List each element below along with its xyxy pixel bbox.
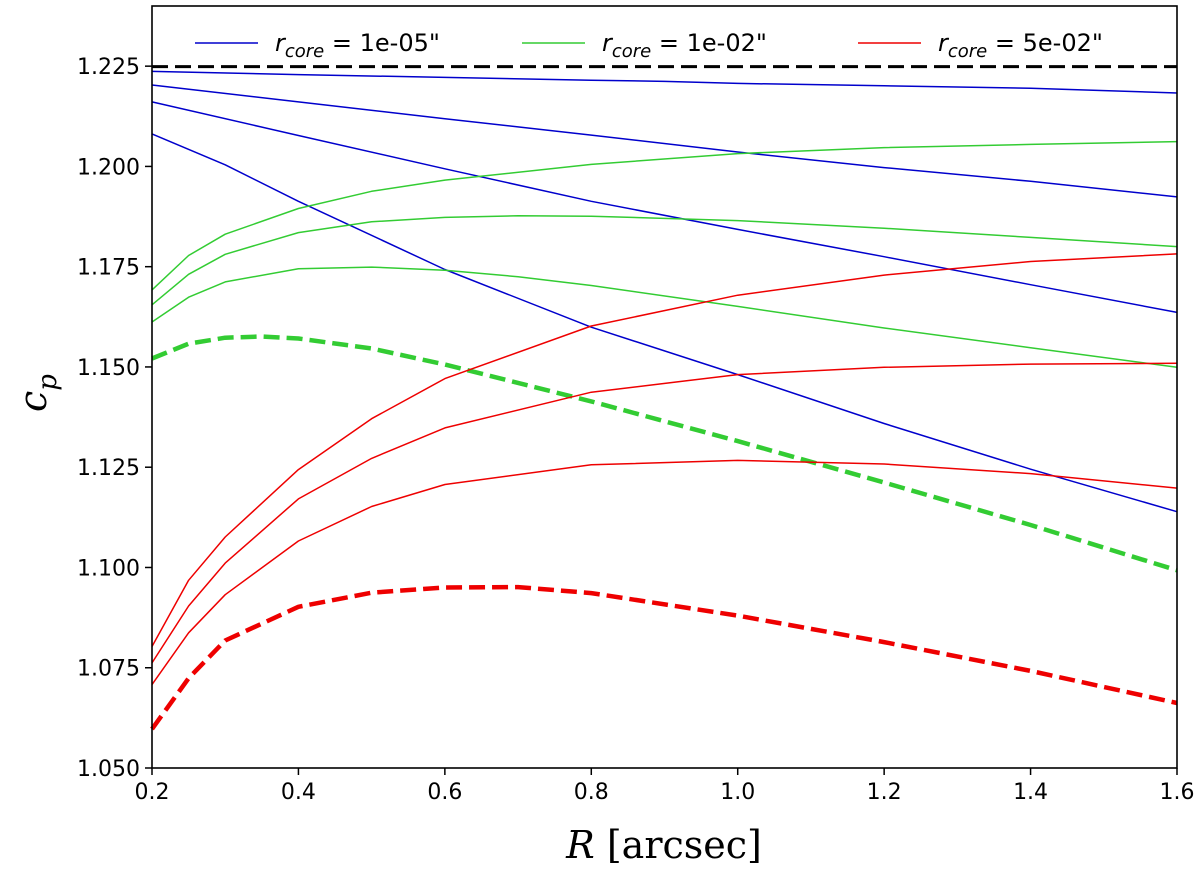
series-line-11: [151, 459, 1178, 686]
series-line-3: [151, 101, 1178, 314]
series-line-1: [151, 70, 1178, 94]
x-tick-label: 0.2: [135, 780, 170, 805]
series-line-9: [151, 253, 1178, 647]
legend-entry-3: rcore = 5e-02": [858, 29, 1103, 62]
legend: rcore = 1e-05" rcore = 1e-02" rcore = 5e-0…: [195, 29, 1103, 62]
x-tick-label: 1.0: [720, 780, 755, 805]
x-axis-label-var: R: [565, 823, 595, 867]
plot-frame: [151, 5, 1178, 769]
y-tick-label: 1.150: [77, 356, 140, 381]
y-tick-label: 1.125: [77, 456, 140, 481]
y-tick-label: 1.200: [77, 155, 140, 180]
series-line-2: [151, 84, 1178, 198]
x-tick-label: 0.6: [427, 780, 462, 805]
series-line-4: [151, 133, 1178, 513]
y-tick-label: 1.100: [77, 556, 140, 581]
legend-entry-2: rcore = 1e-02": [522, 29, 767, 62]
x-tick-label: 0.4: [281, 780, 316, 805]
y-axis-label: cp: [11, 374, 63, 412]
series-line-10: [151, 362, 1178, 664]
legend-label: rcore = 1e-02": [602, 29, 767, 62]
x-tick-label: 1.4: [1013, 780, 1048, 805]
y-axis-label-base: c: [11, 391, 55, 412]
series-line-12: [150, 584, 1178, 731]
series-line-7: [151, 266, 1178, 369]
series-layer: [150, 65, 1178, 731]
series-line-5: [151, 140, 1178, 291]
x-axis-label: R [arcsec]: [565, 823, 762, 867]
y-tick-label: 1.050: [77, 757, 140, 782]
x-tick-label: 0.8: [574, 780, 609, 805]
ticks-layer: 0.2 0.4 0.6 0.8 1.0 1.2 1.4 1.6 1.050 1.075 1.100 1…: [77, 55, 1194, 805]
legend-label: rcore = 5e-02": [938, 29, 1103, 62]
x-tick-label: 1.2: [867, 780, 902, 805]
y-axis-label-sub: p: [33, 374, 63, 391]
legend-label: rcore = 1e-05": [275, 29, 440, 62]
x-tick-label: 1.6: [1160, 780, 1195, 805]
y-tick-label: 1.225: [77, 55, 140, 80]
y-tick-label: 1.075: [77, 657, 140, 682]
series-line-8: [151, 334, 1178, 573]
series-line-6: [151, 215, 1178, 306]
y-tick-label: 1.175: [77, 256, 140, 281]
x-axis-label-unit: [arcsec]: [607, 823, 762, 867]
legend-entry-1: rcore = 1e-05": [195, 29, 440, 62]
